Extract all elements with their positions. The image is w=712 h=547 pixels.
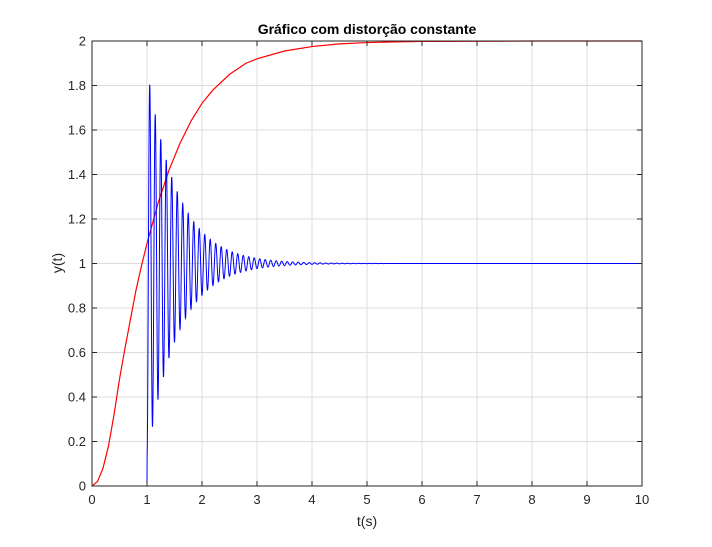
x-axis-ticks: 0 1 2 3 4 5 6 7 8 9 10 <box>88 41 649 507</box>
x-tick-label: 7 <box>473 492 480 507</box>
x-tick-label: 0 <box>88 492 95 507</box>
y-axis-label: y(t) <box>49 253 65 273</box>
y-tick-label: 1 <box>79 256 86 271</box>
y-tick-label: 1.6 <box>68 123 86 138</box>
x-tick-label: 4 <box>308 492 315 507</box>
x-tick-label: 10 <box>635 492 649 507</box>
x-tick-label: 8 <box>528 492 535 507</box>
x-tick-label: 5 <box>363 492 370 507</box>
y-tick-label: 1.4 <box>68 167 86 182</box>
y-tick-label: 2 <box>79 34 86 49</box>
x-axis-label: t(s) <box>357 513 377 529</box>
y-tick-label: 0.8 <box>68 301 86 316</box>
series-line-blue <box>92 84 642 487</box>
x-tick-label: 9 <box>583 492 590 507</box>
x-tick-label: 1 <box>143 492 150 507</box>
y-tick-label: 0.6 <box>68 345 86 360</box>
y-tick-label: 0 <box>79 479 86 494</box>
x-tick-label: 3 <box>253 492 260 507</box>
y-tick-label: 1.8 <box>68 78 86 93</box>
chart-title: Gráfico com distorção constante <box>258 21 477 37</box>
y-tick-label: 0.4 <box>68 390 86 405</box>
series-layer <box>91 40 642 487</box>
y-tick-label: 0.2 <box>68 434 86 449</box>
x-tick-label: 6 <box>418 492 425 507</box>
y-tick-label: 1.2 <box>68 212 86 227</box>
x-tick-label: 2 <box>198 492 205 507</box>
series-line-red <box>91 40 642 487</box>
y-axis-ticks: 0 0.2 0.4 0.6 0.8 1 1.2 1.4 1.6 1.8 2 <box>68 34 642 494</box>
